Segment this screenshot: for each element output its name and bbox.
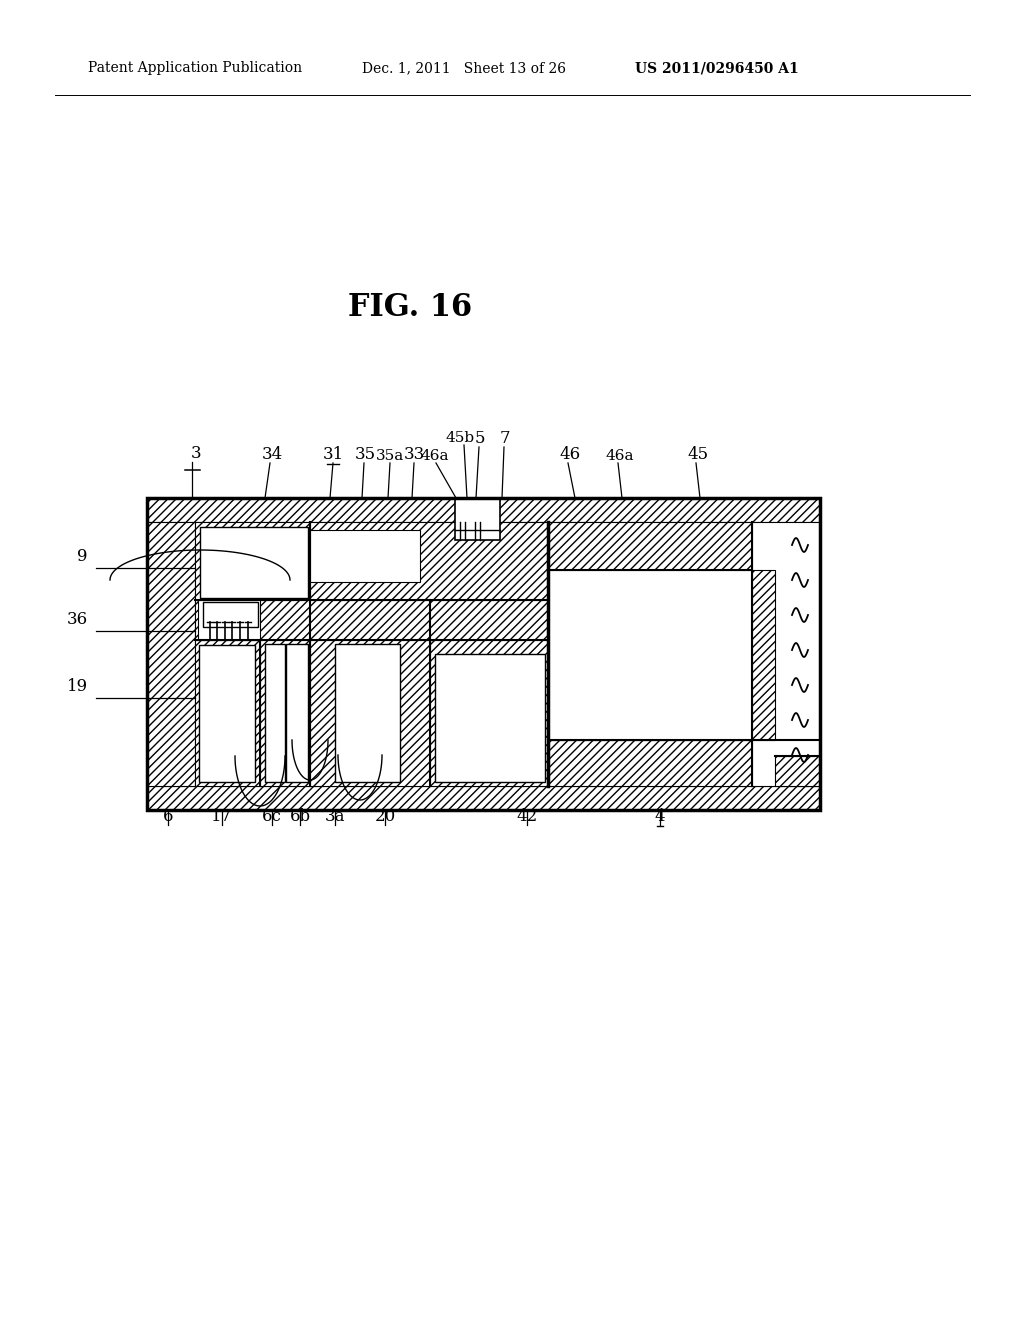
Text: 17: 17 (211, 808, 232, 825)
Bar (310, 521, 548, 601)
Bar (310, 640, 430, 785)
Text: 6c: 6c (262, 808, 282, 825)
Text: 20: 20 (375, 808, 395, 825)
Text: 42: 42 (516, 808, 538, 825)
Text: 6b: 6b (290, 808, 310, 825)
Text: 31: 31 (323, 446, 344, 463)
Text: 9: 9 (78, 548, 88, 565)
Bar (548, 570, 752, 741)
Bar (147, 498, 820, 810)
Bar (775, 756, 820, 785)
Bar (548, 521, 820, 785)
Text: FIG. 16: FIG. 16 (348, 293, 472, 323)
Bar (548, 741, 752, 785)
Bar (195, 521, 310, 601)
Bar (203, 602, 258, 627)
Bar (286, 644, 308, 781)
Text: Dec. 1, 2011   Sheet 13 of 26: Dec. 1, 2011 Sheet 13 of 26 (362, 61, 566, 75)
Bar (147, 498, 820, 810)
Text: 36: 36 (67, 611, 88, 628)
Text: Patent Application Publication: Patent Application Publication (88, 61, 302, 75)
Text: 3: 3 (190, 445, 202, 462)
Bar (455, 498, 500, 540)
Text: 35a: 35a (376, 449, 404, 463)
Text: 3a: 3a (325, 808, 345, 825)
Text: US 2011/0296450 A1: US 2011/0296450 A1 (635, 61, 799, 75)
Text: 5: 5 (475, 430, 485, 447)
Text: 19: 19 (67, 678, 88, 696)
Bar (147, 785, 820, 810)
Bar (310, 531, 420, 582)
Bar (195, 640, 260, 785)
Text: 46: 46 (559, 446, 581, 463)
Text: 33: 33 (403, 446, 425, 463)
Bar (430, 640, 548, 785)
Text: 35: 35 (354, 446, 376, 463)
Bar (147, 521, 195, 785)
Bar (435, 653, 545, 781)
Text: 4: 4 (654, 808, 666, 825)
Text: 6: 6 (163, 808, 173, 825)
Bar (195, 601, 548, 640)
Bar (198, 601, 260, 640)
Text: 34: 34 (261, 446, 283, 463)
Bar (752, 521, 820, 785)
Bar (147, 498, 820, 521)
Bar (335, 644, 400, 781)
Bar (199, 645, 255, 781)
Bar (752, 570, 775, 741)
Bar (548, 521, 752, 570)
Text: 46a: 46a (606, 449, 634, 463)
Text: 46a: 46a (421, 449, 450, 463)
Bar (265, 644, 285, 781)
Text: 7: 7 (500, 430, 510, 447)
Text: 45: 45 (687, 446, 709, 463)
Bar (200, 527, 308, 598)
Bar (260, 640, 310, 785)
Text: 45b: 45b (445, 432, 474, 445)
